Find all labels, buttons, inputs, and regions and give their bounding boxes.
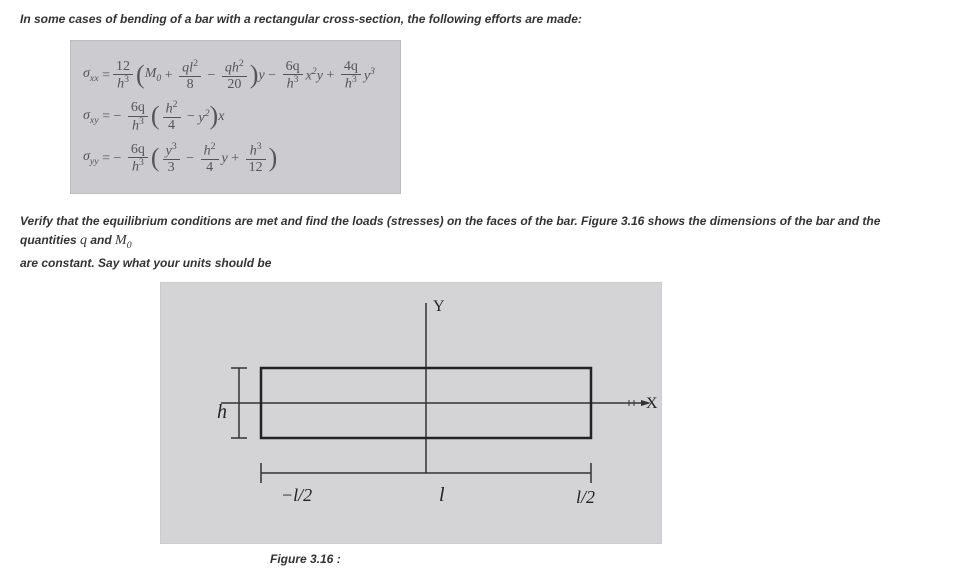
eq-sigma-yy: σyy = − 6qh3 ( y33 − h24y + h312 ) <box>83 142 388 175</box>
eq-sigma-xx: σxx = 12h3 ( M0 + ql28 − qh220 )y − 6qh3… <box>83 59 388 92</box>
minus-l-half: −l/2 <box>281 485 312 505</box>
h-label: h <box>217 401 227 423</box>
figure-svg: Y X h −l/2 l l/2 <box>161 283 661 543</box>
y-axis-label: Y <box>433 298 445 315</box>
intro-text: In some cases of bending of a bar with a… <box>20 12 940 26</box>
figure-caption: Figure 3.16 : <box>270 552 940 566</box>
l-label: l <box>439 484 445 506</box>
eq-sigma-xy: σxy = − 6qh3 ( h24 − y2 )x <box>83 100 388 133</box>
plus-l-half: l/2 <box>576 487 595 507</box>
verify-text: Verify that the equilibrium conditions a… <box>20 212 940 271</box>
equations-image: σxx = 12h3 ( M0 + ql28 − qh220 )y − 6qh3… <box>70 40 401 194</box>
figure-3-16: Y X h −l/2 l l/2 Figure 3.16 : <box>160 282 940 566</box>
